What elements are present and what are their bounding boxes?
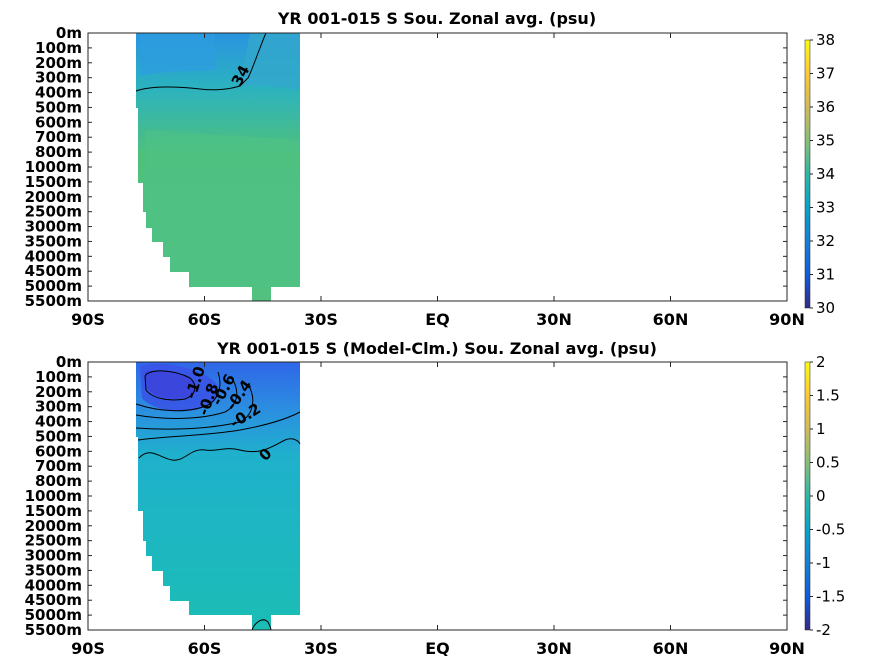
colorbar-tick-label: 32: [816, 232, 835, 250]
x-tick-label: 60S: [188, 310, 222, 329]
colorbar-tick-label: 30: [816, 299, 835, 317]
contour-line-0: [138, 438, 301, 461]
y-tick-label: 300m: [35, 398, 82, 416]
y-tick-label: 2500m: [25, 203, 82, 221]
y-tick-label: 800m: [35, 143, 82, 161]
contour-line-minus-1.0: [144, 370, 196, 401]
y-tick-label: 1500m: [25, 502, 82, 520]
x-tick-label: 90N: [769, 310, 805, 329]
colorbar-tick-label: 38: [816, 31, 835, 49]
salinity-shading-fresh-core: [240, 33, 300, 90]
y-axis: 0m100m200m300m400m500m600m700m800m1000m1…: [25, 24, 787, 310]
y-tick-label: 2000m: [25, 517, 82, 535]
colorbar-tick-label: 2: [816, 353, 826, 371]
y-tick-label: 500m: [35, 427, 82, 445]
y-tick-label: 3000m: [25, 218, 82, 236]
y-tick-label: 1000m: [25, 487, 82, 505]
salinity-shading-deep: [146, 130, 300, 287]
y-tick-label: 3500m: [25, 232, 82, 250]
x-tick-label: 60N: [653, 639, 689, 656]
anomaly-panel: YR 001-015 S (Model-Clm.) Sou. Zonal avg…: [25, 339, 846, 656]
y-tick-label: 5500m: [25, 621, 82, 639]
colorbar-tick-label: -1: [816, 554, 831, 572]
x-tick-label: 90S: [71, 310, 105, 329]
x-tick-label: 90N: [769, 639, 805, 656]
y-tick-label: 700m: [35, 128, 82, 146]
y-tick-label: 800m: [35, 472, 82, 490]
contour-line-minus-0.6: [135, 377, 238, 419]
colorbar-tick-label: 0.5: [816, 454, 840, 472]
x-tick-label: 90S: [71, 639, 105, 656]
x-tick-label: EQ: [425, 639, 450, 656]
y-tick-label: 400m: [35, 413, 82, 431]
y-tick-label: 200m: [35, 383, 82, 401]
x-tick-label: 30S: [304, 639, 338, 656]
anomaly-field: -1.0 -0.8 -0.6 -0.4 -0.2 0: [135, 362, 301, 631]
y-tick-label: 4500m: [25, 262, 82, 280]
contour-line-34: [135, 32, 267, 92]
x-tick-label: 30N: [536, 639, 572, 656]
y-tick-label: 100m: [35, 39, 82, 57]
y-tick-label: 400m: [35, 84, 82, 102]
colorbar-tick-label: 1.5: [816, 387, 840, 405]
y-tick-label: 5000m: [25, 277, 82, 295]
colorbar-gradient: [804, 361, 811, 631]
colorbar-tick-label: -0.5: [816, 521, 845, 539]
x-axis: 90S 60S 30S EQ 30N 60N 90N: [71, 33, 805, 329]
y-tick-label: 0m: [56, 353, 82, 371]
salinity-field: 34: [135, 32, 300, 301]
y-tick-label: 100m: [35, 368, 82, 386]
y-tick-label: 200m: [35, 54, 82, 72]
contour-line-minus-0.8: [135, 371, 221, 412]
salinity-panel: YR 001-015 S Sou. Zonal avg. (psu) 34 0m…: [25, 9, 835, 329]
colorbar: 38 37 36 35 34 33 32 31 30: [804, 31, 835, 317]
y-axis: 0m100m200m300m400m500m600m700m800m1000m1…: [25, 353, 787, 639]
y-tick-label: 500m: [35, 98, 82, 116]
anomaly-shading-core: [145, 370, 197, 399]
y-tick-label: 3500m: [25, 561, 82, 579]
colorbar: 2 1.5 1 0.5 0 -0.5 -1 -1.5 -2: [804, 353, 845, 639]
colorbar-tick-label: 1: [816, 420, 826, 438]
y-tick-label: 5500m: [25, 292, 82, 310]
x-tick-label: 30N: [536, 310, 572, 329]
x-axis: 90S 60S 30S EQ 30N 60N 90N: [71, 362, 805, 656]
y-tick-label: 600m: [35, 442, 82, 460]
x-tick-label: 60S: [188, 639, 222, 656]
contour-line-0-deep: [251, 619, 272, 631]
y-tick-label: 2000m: [25, 188, 82, 206]
y-tick-label: 5000m: [25, 606, 82, 624]
chart-title: YR 001-015 S Sou. Zonal avg. (psu): [277, 9, 596, 28]
colorbar-tick-label: 36: [816, 98, 835, 116]
x-tick-label: 60N: [653, 310, 689, 329]
y-tick-label: 1000m: [25, 158, 82, 176]
x-tick-label: 30S: [304, 310, 338, 329]
y-tick-label: 3000m: [25, 547, 82, 565]
salinity-shading-surface: [140, 33, 215, 75]
y-tick-label: 4000m: [25, 247, 82, 265]
colorbar-gradient: [804, 39, 811, 309]
y-tick-label: 1500m: [25, 173, 82, 191]
chart-title: YR 001-015 S (Model-Clm.) Sou. Zonal avg…: [216, 339, 657, 358]
y-tick-label: 0m: [56, 24, 82, 42]
y-tick-label: 2500m: [25, 532, 82, 550]
x-tick-label: EQ: [425, 310, 450, 329]
contour-line-minus-0.4: [135, 387, 254, 430]
contour-line-minus-0.2: [137, 411, 301, 441]
y-tick-label: 700m: [35, 457, 82, 475]
colorbar-tick-label: 34: [816, 165, 835, 183]
colorbar-tick-label: 31: [816, 266, 835, 284]
colorbar-tick-label: -1.5: [816, 588, 845, 606]
colorbar-tick-label: -2: [816, 621, 831, 639]
colorbar-tick-label: 35: [816, 132, 835, 150]
y-tick-label: 300m: [35, 69, 82, 87]
y-tick-label: 600m: [35, 113, 82, 131]
y-tick-label: 4000m: [25, 576, 82, 594]
colorbar-tick-label: 0: [816, 487, 826, 505]
colorbar-tick-label: 33: [816, 199, 835, 217]
y-tick-label: 4500m: [25, 591, 82, 609]
colorbar-tick-label: 37: [816, 65, 835, 83]
